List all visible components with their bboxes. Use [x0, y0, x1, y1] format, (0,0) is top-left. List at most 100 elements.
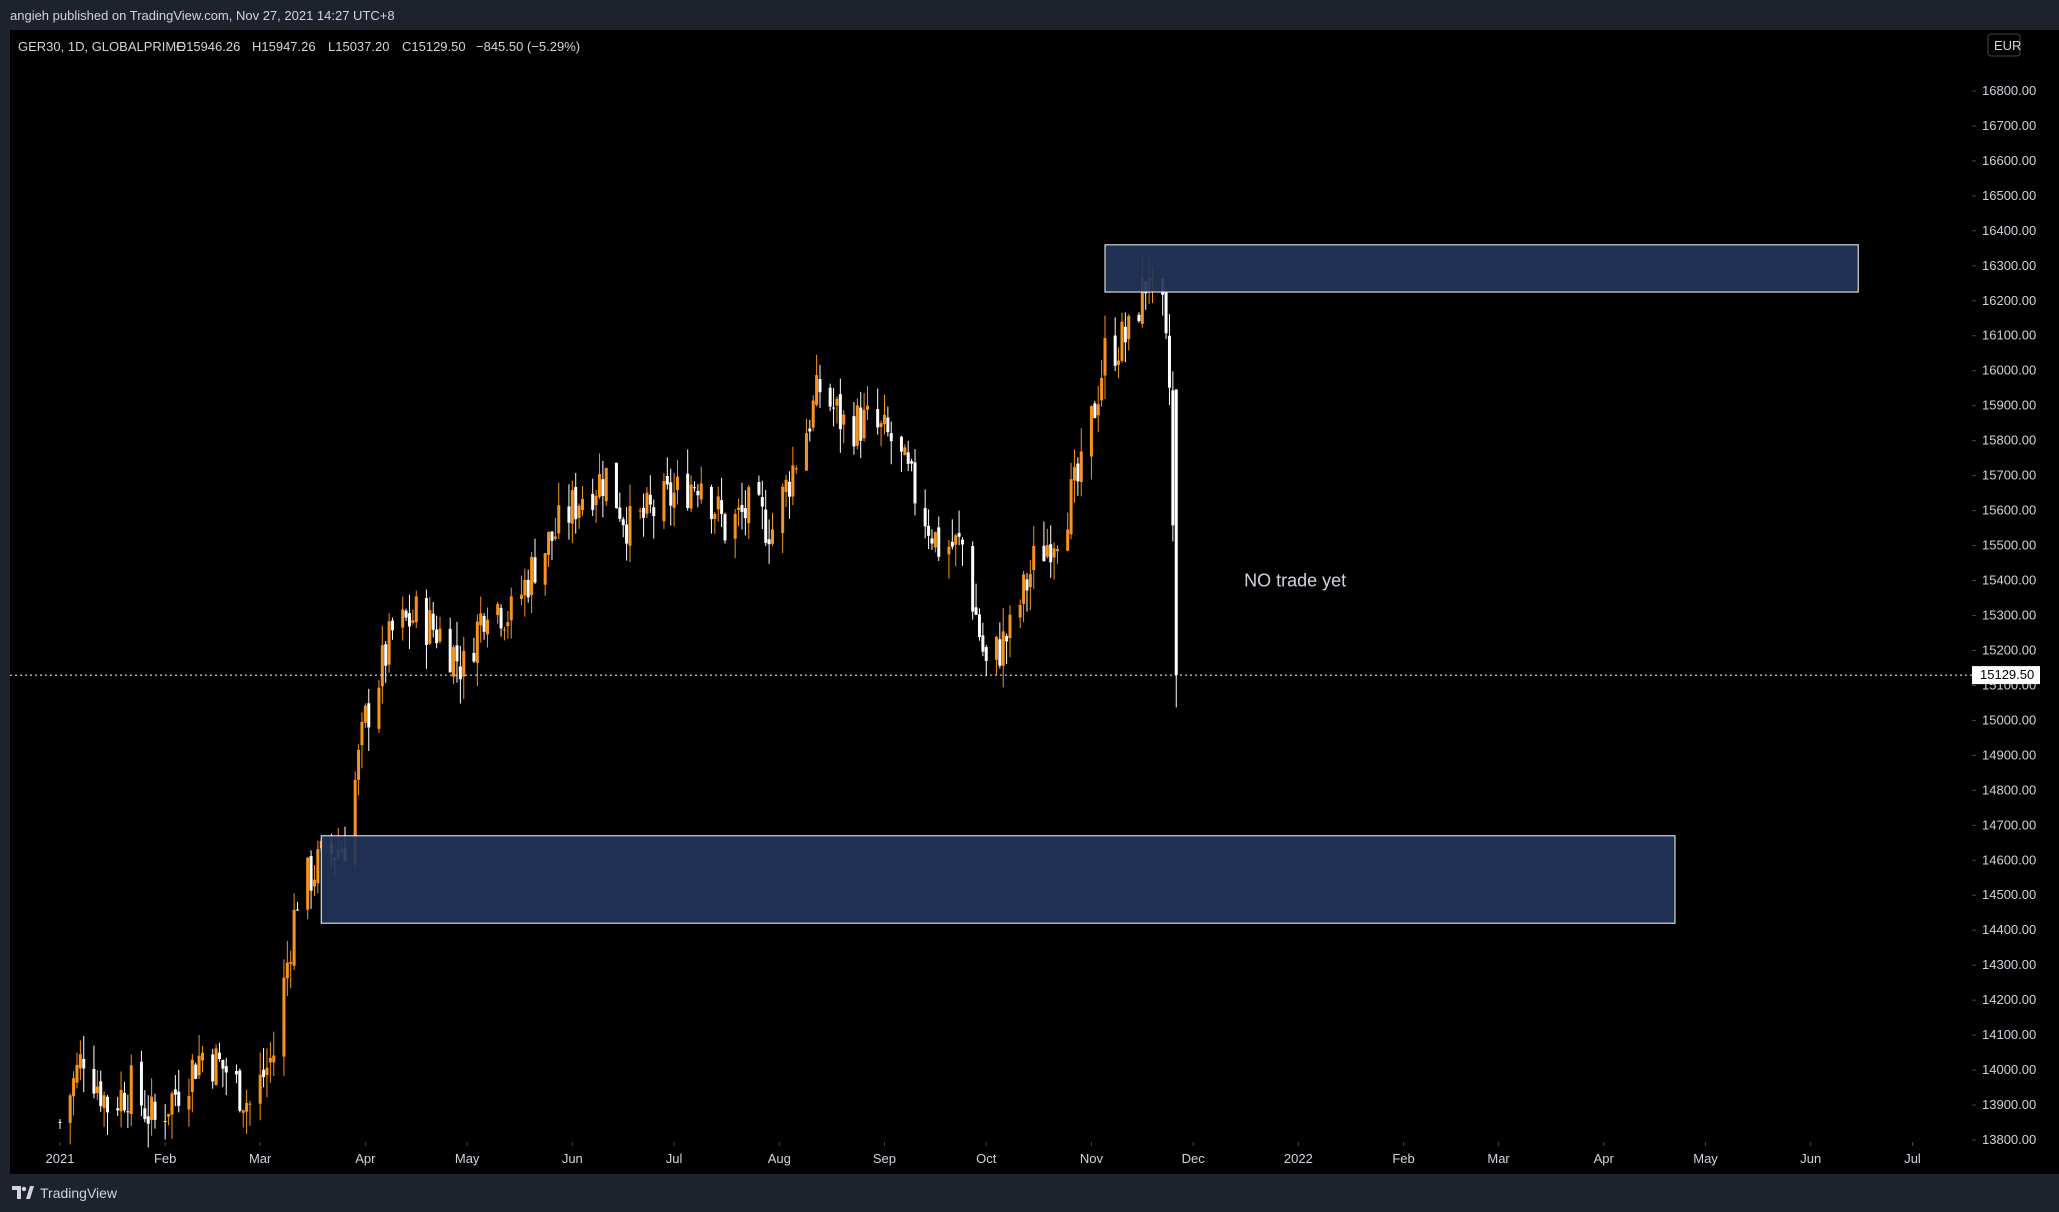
candle-body — [78, 1054, 82, 1069]
price-scale[interactable] — [1972, 30, 2059, 1142]
svg-text:15129.50: 15129.50 — [1980, 667, 2034, 682]
x-tick-label: May — [455, 1151, 480, 1166]
candle-body — [1066, 529, 1070, 551]
x-tick-label: Jul — [666, 1151, 683, 1166]
candle-body — [1042, 545, 1046, 562]
candle-body — [882, 414, 886, 425]
candle-body — [903, 447, 907, 456]
candle-body — [1167, 335, 1171, 388]
chart-area[interactable]: 13800.00 13900.00 14000.00 14100.00 14200.00… — [0, 0, 2059, 1174]
candle-body — [838, 394, 842, 430]
candle-body — [577, 505, 581, 518]
candle-body — [804, 433, 808, 471]
candle-body — [1079, 451, 1083, 483]
x-tick-label: Dec — [1182, 1151, 1206, 1166]
candle-body — [1025, 579, 1029, 591]
legend-symbol: GER30, 1D, GLOBALPRIME — [18, 39, 185, 54]
candle-body — [910, 461, 914, 464]
candle-body — [597, 474, 601, 497]
candle-body — [567, 506, 571, 523]
candle-body — [720, 500, 724, 515]
candle-body — [224, 1066, 228, 1073]
tradingview-brand-label: TradingView — [40, 1185, 118, 1201]
zone-layer[interactable] — [320, 244, 1859, 924]
y-tick-label: 16000.00 — [1982, 363, 2036, 378]
currency-badge[interactable]: EUR — [1987, 33, 2021, 57]
candle-body — [146, 1116, 150, 1124]
candle-body — [496, 604, 500, 616]
candle-body — [787, 481, 791, 497]
candle-body — [428, 610, 432, 644]
candle-body — [937, 527, 941, 557]
candle-body — [672, 492, 676, 508]
candle-body — [384, 644, 388, 666]
x-tick-label: Aug — [768, 1151, 791, 1166]
candle-body — [1008, 614, 1012, 638]
legend-change: −845.50 (−5.29%) — [476, 39, 580, 54]
candle-body — [1117, 360, 1121, 365]
candle-body — [75, 1064, 79, 1083]
tradingview-logo-icon — [12, 1186, 34, 1199]
candle-body — [743, 507, 747, 519]
candle-body — [119, 1090, 123, 1112]
candle-body — [886, 417, 890, 433]
candle-body — [757, 482, 761, 495]
y-tick-label: 16700.00 — [1982, 118, 2036, 133]
candle-body — [245, 1102, 249, 1112]
candle-body — [1056, 549, 1059, 552]
candle-body — [414, 596, 418, 623]
candle-body — [621, 519, 625, 526]
publish-info: angieh published on TradingView.com, Nov… — [10, 7, 395, 23]
candle-body — [272, 1055, 276, 1063]
candle-body — [519, 594, 523, 599]
candle-body — [1076, 463, 1080, 482]
candle-body — [689, 484, 693, 509]
candle-body — [574, 486, 578, 520]
candle-body — [1049, 544, 1053, 563]
candle-body — [1103, 338, 1107, 376]
candle-body — [977, 614, 981, 638]
y-tick-label: 13900.00 — [1982, 1097, 2036, 1112]
candle-body — [248, 1103, 252, 1105]
legend: GER30, 1D, GLOBALPRIME O15946.26 H15947.… — [18, 39, 580, 54]
y-tick-label: 15200.00 — [1982, 642, 2036, 657]
candle-body — [214, 1048, 218, 1086]
candle-body — [855, 405, 859, 446]
candle-body — [530, 556, 534, 596]
candle-body — [1120, 321, 1124, 361]
candle-body — [292, 909, 296, 966]
candle-body — [163, 1120, 167, 1122]
candle-body — [998, 639, 1002, 666]
legend-low: L15037.20 — [328, 39, 389, 54]
candle-body — [570, 490, 574, 524]
candle-body — [411, 620, 415, 623]
candle-body — [68, 1095, 72, 1123]
candle-body — [58, 1121, 62, 1123]
candle-body — [1089, 406, 1093, 457]
y-tick-label: 15600.00 — [1982, 503, 2036, 518]
candle-body — [509, 596, 513, 621]
tradingview-brand[interactable]: TradingView — [12, 1185, 117, 1201]
candle-body — [387, 621, 391, 665]
y-axis: 13800.00 13900.00 14000.00 14100.00 14200.00… — [1972, 83, 2036, 1147]
candle-body — [150, 1096, 154, 1120]
candle-body — [876, 409, 880, 428]
time-scale[interactable] — [10, 1142, 2059, 1174]
candle-body — [737, 507, 741, 510]
y-tick-label: 14000.00 — [1982, 1062, 2036, 1077]
candle-body — [285, 962, 289, 979]
chart-pane[interactable] — [10, 30, 1972, 1142]
candle-body — [1137, 314, 1141, 322]
candle-body — [950, 541, 954, 547]
candle-body — [472, 652, 476, 662]
candle-body — [435, 629, 439, 644]
y-tick-label: 14600.00 — [1982, 852, 2036, 867]
candle-body — [906, 452, 910, 464]
candle-body — [197, 1055, 201, 1076]
y-tick-label: 14300.00 — [1982, 957, 2036, 972]
candle-body — [190, 1059, 194, 1092]
candle-body — [475, 621, 479, 663]
candle-body — [669, 482, 673, 506]
candle-body — [764, 509, 768, 543]
candle-body — [601, 479, 605, 497]
